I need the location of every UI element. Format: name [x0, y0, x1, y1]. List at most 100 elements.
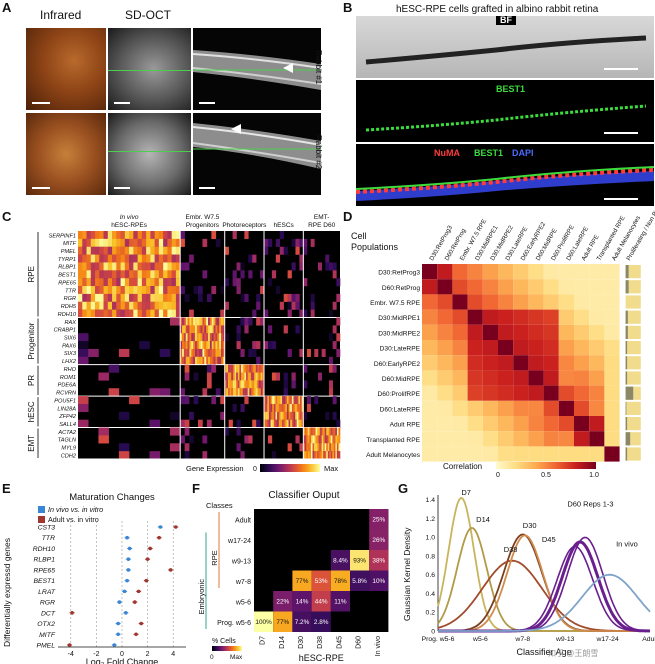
expression-cell [246, 364, 248, 373]
expression-cell [265, 411, 268, 420]
class-row-label: w17-24 [227, 538, 251, 545]
expression-cell [236, 380, 239, 389]
expression-cell [146, 286, 151, 295]
expression-cell [167, 231, 172, 240]
expression-cell [206, 419, 212, 428]
correlation-cell [513, 416, 529, 432]
curve-label: D14 [476, 515, 490, 524]
expression-cell [129, 262, 134, 271]
expression-cell [264, 309, 269, 318]
correlation-cell [467, 400, 483, 416]
expression-cell [288, 403, 291, 413]
expression-cell [146, 309, 151, 318]
expression-cell [219, 317, 222, 326]
panel-d-svg: CellPopulationsD30:RetProg3D30:RetProg3D… [351, 200, 655, 479]
expression-cell [273, 403, 276, 413]
expression-cell [171, 238, 177, 247]
expression-cell [252, 380, 255, 389]
expression-cell [116, 246, 121, 255]
expression-cell [236, 333, 241, 342]
correlation-cell [543, 279, 559, 295]
correlation-cell [452, 431, 468, 447]
expression-cell [232, 231, 237, 240]
expression-cell [209, 325, 213, 334]
expression-cell [78, 301, 83, 310]
expression-cell [118, 411, 130, 420]
best1-fluorescence-image: BEST1 [356, 80, 654, 142]
column-header: EMT- [314, 214, 330, 221]
expression-cell [224, 301, 229, 310]
expression-cell [288, 419, 291, 428]
expression-cell [338, 443, 341, 452]
expression-cell [298, 419, 301, 428]
correlation-cell [498, 294, 514, 310]
expression-cell [197, 419, 203, 428]
expression-cell [167, 246, 172, 255]
expression-cell [226, 364, 229, 373]
expression-cell [150, 293, 155, 302]
expression-cell [320, 443, 322, 452]
watermark: 知乎 @王朗雪 [548, 648, 598, 658]
expression-cell [95, 231, 100, 240]
expression-cell [252, 309, 257, 318]
y-tick-label: 0.4 [426, 591, 436, 598]
expression-cell [211, 348, 214, 357]
expression-cell [146, 254, 151, 263]
expression-cell [270, 419, 273, 428]
expression-cell [317, 443, 319, 452]
expression-cell [78, 278, 83, 287]
correlation-cell [558, 416, 574, 432]
panel-letter-b: B [343, 0, 353, 15]
correlation-cell [437, 294, 453, 310]
expression-cell [112, 309, 117, 318]
expression-cell [146, 231, 151, 240]
classifier-cell [330, 570, 350, 591]
expression-cell [211, 356, 214, 365]
expression-cell [244, 396, 249, 405]
expression-cell [330, 427, 333, 436]
expression-cell [295, 301, 300, 310]
label-dapi: DAPI [512, 148, 534, 158]
correlation-cell [574, 400, 590, 416]
expression-cell [158, 254, 164, 263]
expression-cell [167, 309, 172, 318]
column-header: hESCs [274, 222, 295, 229]
x-tick-label: 0 [120, 651, 124, 658]
correlation-cell [422, 400, 438, 416]
correlation-cell [467, 264, 483, 280]
correlation-cell [437, 324, 453, 340]
expression-cell [206, 325, 209, 334]
expression-cell [287, 270, 292, 279]
column-header: Photoreceptors [222, 222, 267, 229]
expression-cell [215, 341, 218, 350]
classifier-cell [311, 611, 331, 632]
expression-cell [255, 372, 258, 381]
expression-cell [185, 333, 188, 342]
expression-cell [219, 341, 222, 350]
expression-cell [277, 403, 280, 413]
expression-cell [133, 238, 138, 247]
expression-cell [303, 411, 308, 420]
expression-cell [82, 286, 87, 295]
expression-cell [314, 451, 316, 460]
expression-cell [309, 435, 312, 444]
expression-cell [267, 396, 270, 405]
correlation-cell [604, 370, 620, 386]
expression-cell [189, 348, 192, 357]
expression-cell [112, 286, 117, 295]
correlation-cell [604, 264, 620, 280]
expression-cell [116, 286, 121, 295]
correlation-cell [589, 370, 605, 386]
expression-cell [163, 231, 168, 240]
expression-cell [163, 309, 168, 318]
expression-cell [78, 419, 89, 428]
expression-cell [78, 348, 89, 357]
correlation-cell [482, 355, 498, 371]
expression-cell [306, 435, 309, 444]
gene-label: SERPINF1 [49, 233, 76, 239]
expression-cell [237, 364, 240, 373]
expression-cell [327, 451, 330, 460]
invivo-point [116, 632, 120, 637]
expression-cell [149, 451, 161, 460]
expression-cell [78, 356, 89, 365]
